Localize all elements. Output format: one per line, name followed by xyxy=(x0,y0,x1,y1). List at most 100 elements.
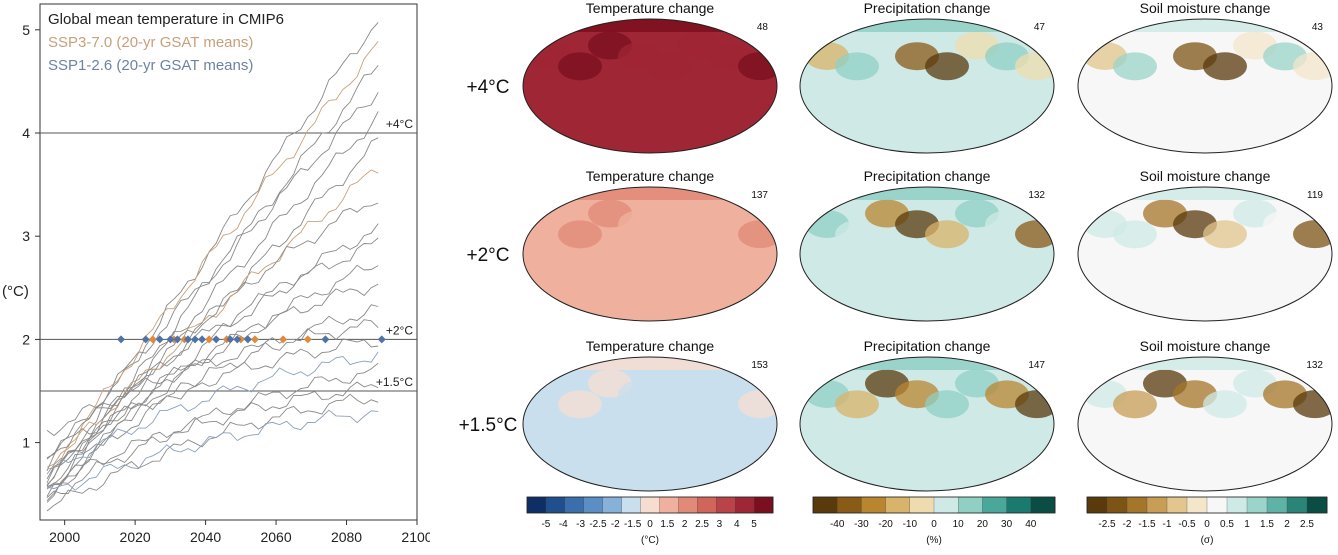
colorbar-tick-label: 20 xyxy=(977,519,989,530)
model-line xyxy=(46,22,379,487)
field-blob xyxy=(648,220,692,249)
colorbar-swatch xyxy=(1106,496,1128,514)
colorbar-swatch xyxy=(909,496,935,514)
model-line xyxy=(46,319,379,437)
polar-band xyxy=(1078,19,1332,32)
crossing-marker xyxy=(148,335,157,344)
colorbar-swatch xyxy=(1146,496,1168,514)
crossing-marker xyxy=(183,335,192,344)
colorbar-unit: (%) xyxy=(926,535,942,546)
colorbar-tick-label: -20 xyxy=(878,519,893,530)
field-blob xyxy=(1113,390,1157,419)
colorbar-swatch xyxy=(837,496,862,514)
polar-band xyxy=(800,357,1054,370)
map-panel xyxy=(799,186,1055,322)
globe-outline xyxy=(522,18,778,154)
globe-outline xyxy=(1077,18,1333,154)
colorbar-tick-label: -2.5 xyxy=(589,519,607,530)
crossing-marker xyxy=(155,335,164,344)
model-lines xyxy=(46,22,379,512)
model-line xyxy=(46,381,379,488)
polar-band xyxy=(800,187,1054,200)
plot-frame xyxy=(39,3,418,521)
colorbar-swatch xyxy=(885,496,911,514)
colorbar-swatch xyxy=(735,496,755,514)
crossing-marker xyxy=(141,335,150,344)
globe-outline xyxy=(1077,356,1333,492)
colorbar-frame xyxy=(812,496,1056,514)
y-tick-label: 1 xyxy=(22,435,30,451)
y-tick-label: 4 xyxy=(22,125,30,141)
colorbar-swatch xyxy=(933,496,959,514)
colorbar-tick-label: -2.5 xyxy=(1098,519,1116,530)
map-background xyxy=(800,19,1054,153)
colorbar-tick-label: 2 xyxy=(1284,519,1290,530)
colorbar-unit: (σ) xyxy=(1201,535,1214,546)
colorbar-tick-label: -2 xyxy=(1123,519,1132,530)
colorbar-tick-label: 2.5 xyxy=(695,519,709,530)
field-blob xyxy=(925,390,969,419)
model-line xyxy=(46,223,379,502)
sample-count: 147 xyxy=(1028,360,1045,371)
field-blob xyxy=(648,52,692,81)
map-panel xyxy=(1077,356,1333,492)
colorbar-tick-label: 40 xyxy=(1025,519,1037,530)
polar-band xyxy=(523,187,777,200)
colorbar-tick-label: 1.5 xyxy=(660,519,674,530)
map-panel xyxy=(522,356,778,492)
model-line xyxy=(46,362,379,499)
model-line xyxy=(46,409,379,491)
x-axis-ticks: 2000 2020 2040 2060 2080 2100 xyxy=(49,520,430,545)
x-tick-label: 2020 xyxy=(120,529,151,545)
colorbar-tick-label: 0 xyxy=(931,519,937,530)
map-title: Precipitation change xyxy=(864,338,991,354)
colorbar-swatch xyxy=(1030,496,1056,514)
globe-outline xyxy=(799,186,1055,322)
crossing-marker xyxy=(166,335,175,344)
colorbar-swatch xyxy=(1166,496,1188,514)
crossing-marker xyxy=(212,335,221,344)
reference-label: +1.5°C xyxy=(376,375,413,389)
model-line xyxy=(46,41,379,468)
y-tick-label: 3 xyxy=(22,228,30,244)
warming-level-maps: +4°C Temperature change 48 Precipitation ch… xyxy=(459,0,1333,546)
reference-label: +2°C xyxy=(386,323,413,337)
colorbar-tick-label: -3 xyxy=(576,519,585,530)
model-line xyxy=(46,283,379,480)
field-blob xyxy=(835,220,879,249)
y-tick-label: 2 xyxy=(22,331,30,347)
chart-title: Global mean temperature in CMIP6 xyxy=(48,11,284,28)
field-blob xyxy=(835,52,879,81)
map-panel xyxy=(799,18,1055,154)
x-tick-label: 2060 xyxy=(260,529,291,545)
colorbar-tick-label: -1.5 xyxy=(624,519,642,530)
globe-outline xyxy=(522,356,778,492)
map-title: Precipitation change xyxy=(864,0,991,16)
colorbar-swatch xyxy=(602,496,623,514)
model-line xyxy=(46,202,379,486)
crossing-marker xyxy=(303,335,312,344)
reference-label: +4°C xyxy=(386,117,413,131)
colorbar-tick-label: -5 xyxy=(541,519,550,530)
sample-count: 47 xyxy=(1034,22,1046,33)
row-label: +2°C xyxy=(467,245,510,266)
colorbar-swatch xyxy=(697,496,717,514)
map-background xyxy=(523,357,777,491)
colorbar-tick-label: 2 xyxy=(682,519,688,530)
map-background xyxy=(1078,357,1332,491)
map-title: Soil moisture change xyxy=(1140,168,1271,184)
colorbar-frame xyxy=(526,496,774,514)
colorbar-swatch xyxy=(1006,496,1032,514)
map-panel xyxy=(1077,18,1333,154)
colorbar-tick-label: 0 xyxy=(1204,519,1210,530)
model-line xyxy=(46,264,379,497)
row-label: +4°C xyxy=(467,77,510,98)
x-tick-label: 2040 xyxy=(190,529,221,545)
colorbar-tick-label: -30 xyxy=(854,519,869,530)
colorbar-tick-label: 1.5 xyxy=(1260,519,1274,530)
colorbar-swatch xyxy=(958,496,983,514)
map-panel xyxy=(1077,186,1333,322)
map-panel xyxy=(799,356,1055,492)
crossing-marker xyxy=(117,335,126,344)
polar-band xyxy=(800,19,1054,32)
